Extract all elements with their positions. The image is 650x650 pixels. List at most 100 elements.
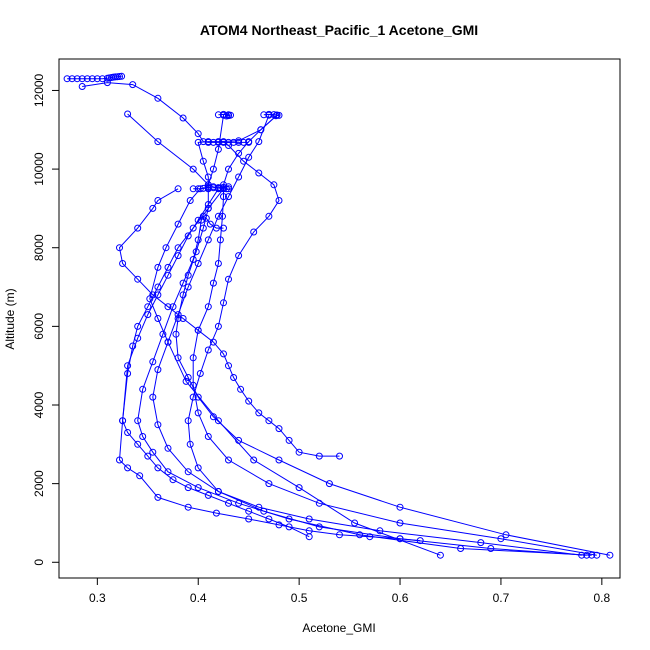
data-point bbox=[189, 224, 197, 232]
profile-13 bbox=[189, 183, 232, 193]
data-point bbox=[134, 440, 142, 448]
profile-line bbox=[118, 188, 421, 542]
data-point bbox=[209, 138, 217, 146]
data-point bbox=[214, 260, 222, 267]
data-point bbox=[315, 452, 323, 460]
data-point bbox=[174, 244, 182, 252]
data-point bbox=[172, 330, 180, 338]
y-tick-label: 0 bbox=[32, 559, 46, 566]
data-point bbox=[154, 263, 162, 271]
data-point bbox=[214, 184, 222, 192]
data-point bbox=[184, 503, 192, 511]
profile-line bbox=[137, 215, 592, 556]
data-point bbox=[189, 354, 197, 362]
profile-line bbox=[122, 188, 310, 538]
data-point bbox=[179, 315, 187, 322]
profile-4 bbox=[184, 138, 591, 559]
data-point bbox=[265, 515, 273, 523]
data-point bbox=[124, 362, 132, 370]
data-point bbox=[179, 114, 187, 122]
x-axis-label: Acetone_GMI bbox=[302, 621, 375, 635]
data-point bbox=[154, 421, 162, 429]
data-point bbox=[103, 79, 111, 87]
profile-line bbox=[187, 141, 587, 556]
x-tick-label: 0.5 bbox=[291, 591, 308, 605]
data-point bbox=[497, 535, 505, 543]
data-point bbox=[189, 256, 197, 263]
data-point bbox=[164, 338, 172, 346]
data-point bbox=[179, 291, 187, 299]
data-point bbox=[209, 165, 217, 173]
data-point bbox=[336, 452, 343, 460]
data-point bbox=[214, 212, 222, 220]
data-point bbox=[214, 138, 222, 146]
data-point bbox=[212, 224, 220, 232]
data-point bbox=[149, 448, 157, 456]
data-point bbox=[356, 531, 364, 539]
data-point bbox=[214, 145, 222, 153]
data-point bbox=[502, 531, 510, 539]
data-point bbox=[154, 138, 162, 146]
data-point bbox=[194, 484, 202, 492]
data-point bbox=[194, 236, 202, 244]
data-point bbox=[295, 484, 303, 492]
data-point bbox=[129, 81, 137, 89]
data-point bbox=[154, 464, 162, 472]
data-point bbox=[275, 425, 283, 433]
data-point bbox=[164, 468, 172, 476]
data-point bbox=[116, 244, 123, 252]
data-point bbox=[154, 94, 162, 102]
data-point bbox=[189, 381, 197, 389]
x-tick-label: 0.3 bbox=[89, 591, 106, 605]
data-point bbox=[220, 193, 227, 201]
profile-line bbox=[152, 115, 582, 556]
data-point bbox=[116, 456, 123, 464]
data-point bbox=[154, 493, 162, 501]
data-point bbox=[154, 283, 162, 291]
data-point bbox=[194, 326, 202, 334]
plot-frame bbox=[58, 58, 621, 579]
data-point bbox=[237, 385, 245, 393]
data-point bbox=[214, 417, 222, 425]
y-axis: 0 2000 4000 6000 8000 10000 12000 bbox=[32, 73, 60, 566]
data-point bbox=[436, 551, 444, 559]
data-point bbox=[196, 370, 204, 377]
data-point bbox=[220, 224, 227, 232]
data-point bbox=[225, 183, 232, 191]
data-point bbox=[78, 75, 86, 83]
data-point bbox=[159, 330, 167, 338]
data-point bbox=[73, 75, 81, 83]
data-point bbox=[336, 531, 343, 539]
data-point bbox=[118, 72, 126, 80]
data-point bbox=[255, 138, 263, 146]
data-point bbox=[184, 417, 192, 425]
data-point bbox=[184, 468, 192, 476]
profile-7 bbox=[116, 185, 343, 460]
data-point bbox=[220, 183, 227, 191]
profile-8 bbox=[119, 185, 313, 541]
data-point bbox=[305, 527, 313, 535]
data-point bbox=[295, 448, 303, 456]
chart-title: ATOM4 Northeast_Pacific_1 Acetone_GMI bbox=[200, 22, 478, 38]
data-point bbox=[245, 138, 253, 146]
data-point bbox=[270, 181, 278, 189]
data-point bbox=[235, 138, 243, 146]
data-point bbox=[285, 523, 293, 531]
data-point bbox=[116, 73, 123, 80]
data-point bbox=[194, 464, 202, 472]
data-point bbox=[376, 527, 384, 535]
data-point bbox=[78, 83, 86, 90]
data-point bbox=[230, 374, 238, 381]
data-point bbox=[199, 157, 207, 165]
data-point bbox=[220, 138, 227, 146]
x-tick-label: 0.8 bbox=[593, 591, 610, 605]
data-point bbox=[240, 138, 248, 146]
data-point bbox=[134, 417, 142, 425]
data-point bbox=[235, 499, 243, 507]
data-point bbox=[325, 480, 333, 488]
data-point bbox=[416, 537, 424, 545]
data-point bbox=[134, 322, 142, 330]
data-point bbox=[154, 366, 162, 374]
data-point bbox=[68, 75, 76, 83]
